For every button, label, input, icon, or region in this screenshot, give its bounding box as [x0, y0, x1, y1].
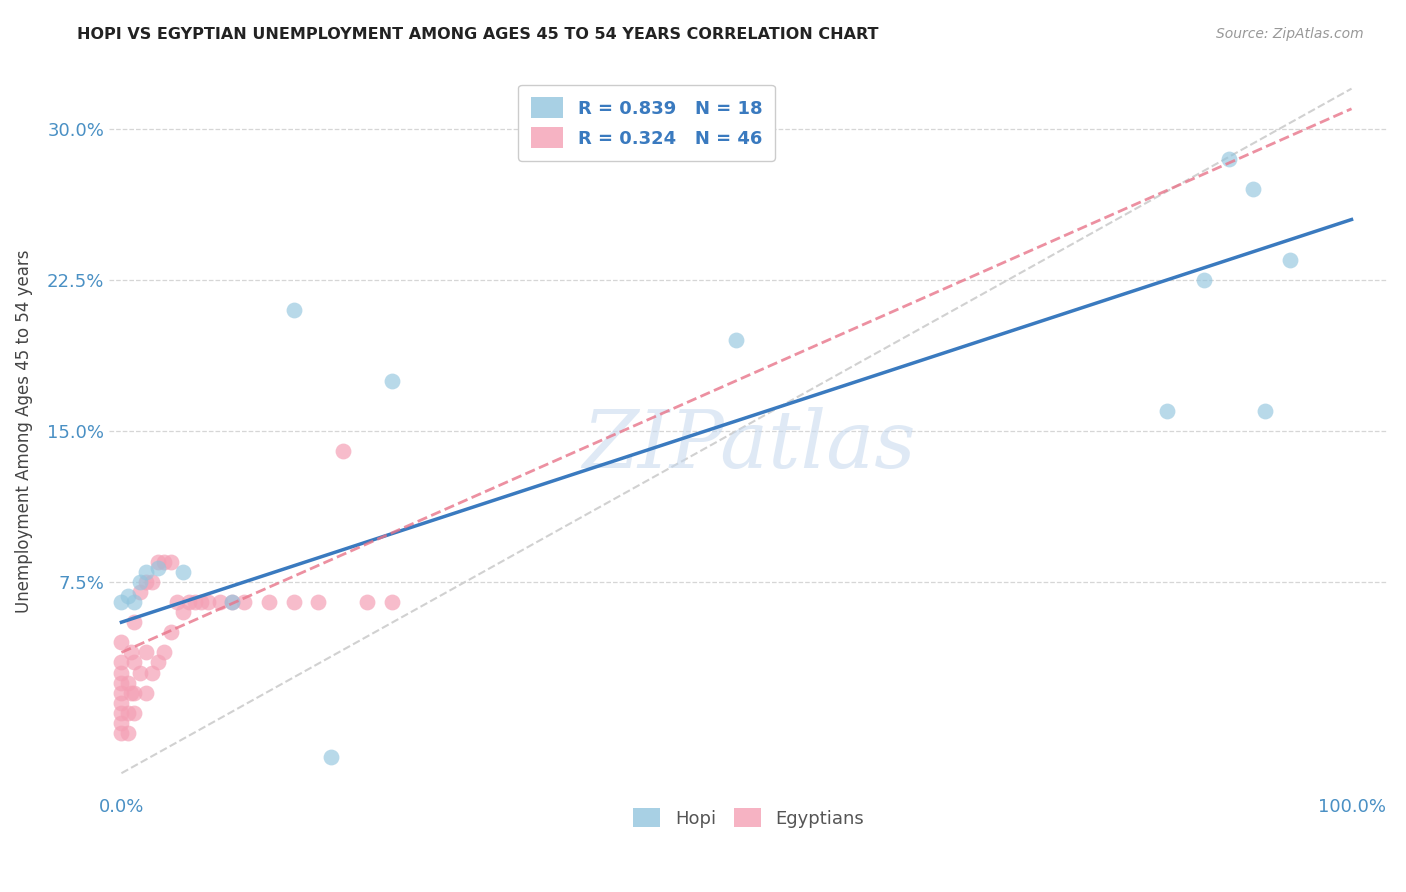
Point — [283, 595, 305, 609]
Point — [1156, 404, 1178, 418]
Point — [135, 574, 157, 589]
Point — [135, 565, 157, 579]
Point — [128, 574, 150, 589]
Point — [319, 750, 342, 764]
Y-axis label: Unemployment Among Ages 45 to 54 years: Unemployment Among Ages 45 to 54 years — [15, 249, 32, 613]
Point — [110, 706, 132, 720]
Point — [110, 686, 132, 700]
Point — [141, 665, 163, 680]
Point — [172, 605, 194, 619]
Text: Source: ZipAtlas.com: Source: ZipAtlas.com — [1216, 27, 1364, 41]
Point — [128, 585, 150, 599]
Point — [110, 675, 132, 690]
Text: ZIPatlas: ZIPatlas — [582, 407, 915, 484]
Point — [177, 595, 200, 609]
Point — [122, 656, 145, 670]
Point — [117, 706, 139, 720]
Point — [307, 595, 329, 609]
Point — [221, 595, 243, 609]
Point — [257, 595, 280, 609]
Point — [148, 561, 170, 575]
Point — [1254, 404, 1277, 418]
Point — [1279, 252, 1302, 267]
Point — [159, 625, 181, 640]
Point — [120, 645, 142, 659]
Point — [283, 303, 305, 318]
Point — [135, 645, 157, 659]
Point — [159, 555, 181, 569]
Point — [190, 595, 212, 609]
Point — [110, 595, 132, 609]
Point — [381, 374, 404, 388]
Point — [1241, 182, 1264, 196]
Point — [184, 595, 207, 609]
Point — [110, 635, 132, 649]
Point — [1218, 152, 1240, 166]
Legend: Hopi, Egyptians: Hopi, Egyptians — [626, 801, 872, 835]
Point — [110, 696, 132, 710]
Point — [148, 656, 170, 670]
Point — [117, 675, 139, 690]
Point — [122, 615, 145, 630]
Point — [208, 595, 231, 609]
Point — [153, 555, 176, 569]
Point — [122, 706, 145, 720]
Point — [197, 595, 219, 609]
Point — [128, 665, 150, 680]
Point — [381, 595, 404, 609]
Point — [356, 595, 378, 609]
Point — [122, 686, 145, 700]
Point — [122, 595, 145, 609]
Point — [110, 715, 132, 730]
Point — [332, 444, 354, 458]
Point — [172, 565, 194, 579]
Point — [148, 555, 170, 569]
Point — [120, 686, 142, 700]
Point — [117, 726, 139, 740]
Point — [110, 726, 132, 740]
Point — [141, 574, 163, 589]
Point — [153, 645, 176, 659]
Point — [1192, 273, 1215, 287]
Point — [221, 595, 243, 609]
Point — [110, 665, 132, 680]
Text: HOPI VS EGYPTIAN UNEMPLOYMENT AMONG AGES 45 TO 54 YEARS CORRELATION CHART: HOPI VS EGYPTIAN UNEMPLOYMENT AMONG AGES… — [77, 27, 879, 42]
Point — [135, 686, 157, 700]
Point — [725, 334, 748, 348]
Point — [166, 595, 188, 609]
Point — [117, 589, 139, 603]
Point — [233, 595, 256, 609]
Point — [110, 656, 132, 670]
